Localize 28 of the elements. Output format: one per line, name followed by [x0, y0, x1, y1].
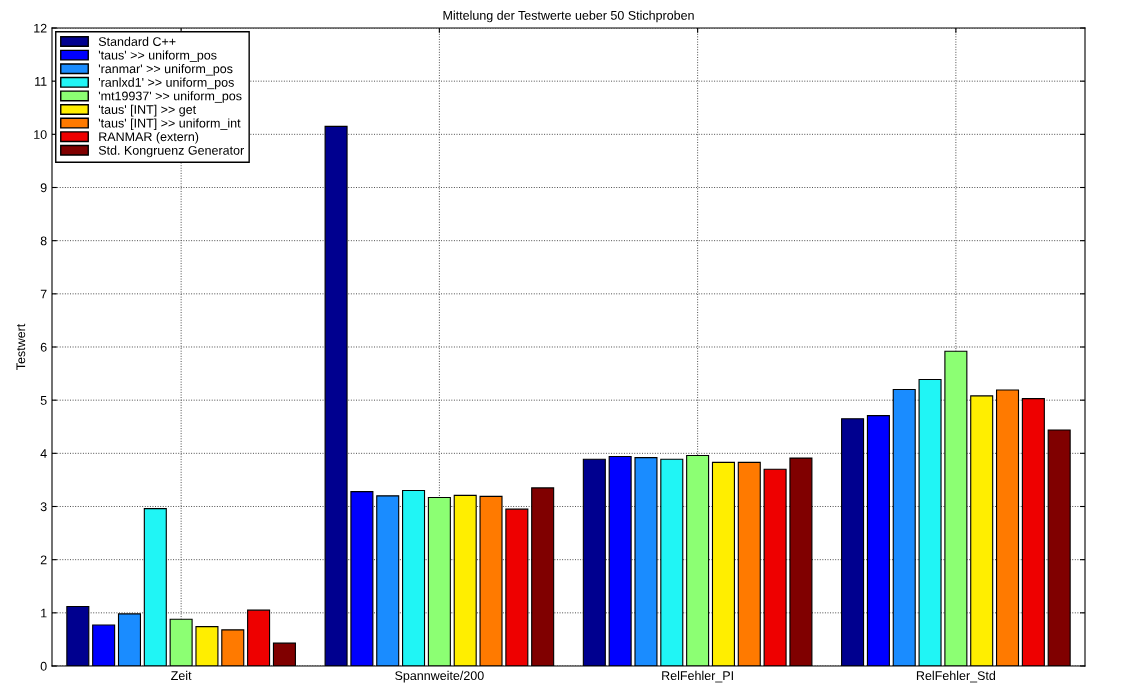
y-tick-label: 2 [40, 555, 47, 565]
legend-label: 'taus' >> uniform_pos [98, 50, 217, 63]
legend-label: 'ranmar' >> uniform_pos [98, 64, 233, 76]
legend-label: 'mt19937' >> uniform_pos [98, 91, 242, 103]
y-tick-label: 1 [41, 608, 47, 618]
x-tick-label: RelFehler_PI [662, 670, 733, 683]
legend-label: 'taus' [INT] >> get [98, 104, 197, 117]
x-tick-label: Spannweite/200 [395, 670, 484, 683]
y-tick-label: 9 [40, 183, 47, 193]
x-tick-label: RelFehler_Std [916, 670, 996, 683]
legend-label: Std. Kongruenz Generator [98, 145, 244, 158]
y-tick-label: 12 [34, 23, 47, 33]
x-tick-label: Zeit [171, 670, 192, 681]
y-tick-label: 5 [40, 396, 47, 405]
y-tick-label: 11 [35, 77, 47, 86]
legend-label: Standard C++ [98, 36, 176, 46]
legend-label: 'ranlxd1' >> uniform_pos [98, 77, 234, 90]
chart-title: Mittelung der Testwerte ueber 50 Stichproben [443, 10, 694, 23]
y-tick-label: 8 [40, 236, 47, 246]
y-tick-label: 0 [40, 661, 47, 671]
y-tick-label: 6 [40, 342, 47, 352]
y-axis-title: Testwert [16, 323, 26, 370]
y-tick-label: 3 [40, 502, 47, 512]
y-tick-label: 10 [34, 130, 47, 139]
y-tick-label: 7 [40, 289, 47, 299]
y-tick-label: 4 [40, 449, 47, 458]
legend-label: RANMAR (extern) [99, 131, 199, 144]
legend-label: 'taus' [INT] >> uniform_int [98, 118, 241, 131]
